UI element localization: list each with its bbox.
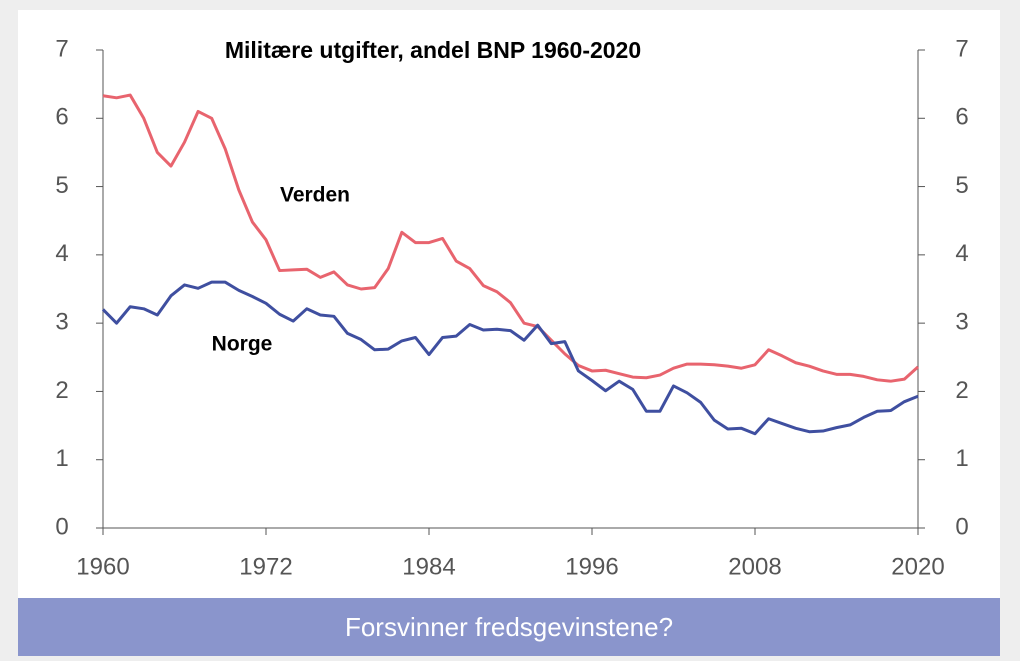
y-tick-label: 4 [55,240,68,267]
y-tick-label: 5 [55,172,68,199]
caption-band [18,598,1000,656]
y-tick-label: 2 [55,377,68,404]
line-series [102,93,920,383]
x-tick-label: 1960 [76,553,129,580]
x-tick-label: 1972 [239,553,292,580]
x-tick-label: 2020 [891,553,944,580]
y2-tick-label: 4 [955,240,968,267]
x-tick-label: 1984 [402,553,455,580]
plot-background [18,10,1000,598]
x-tick-label: 1996 [565,553,618,580]
chart-title: Militære utgifter, andel BNP 1960-2020 [225,37,641,63]
y-tick-label: 6 [55,104,68,131]
y2-tick-label: 1 [955,445,968,472]
y2-tick-label: 0 [955,513,968,540]
annotation: Norge [212,333,273,356]
y2-tick-label: 7 [955,35,968,62]
y2-tick-label: 3 [955,308,968,335]
y-tick-label: 7 [55,35,68,62]
y-tick-label: 1 [55,445,68,472]
y2-tick-label: 5 [955,172,968,199]
x-tick-label: 2008 [728,553,781,580]
annotation: Verden [280,184,350,207]
caption: Forsvinner fredsgevinstene? [345,612,673,642]
y-tick-label: 3 [55,308,68,335]
y-tick-label: 0 [55,513,68,540]
y2-tick-label: 2 [955,377,968,404]
line-series [101,280,919,436]
y2-tick-label: 6 [955,104,968,131]
